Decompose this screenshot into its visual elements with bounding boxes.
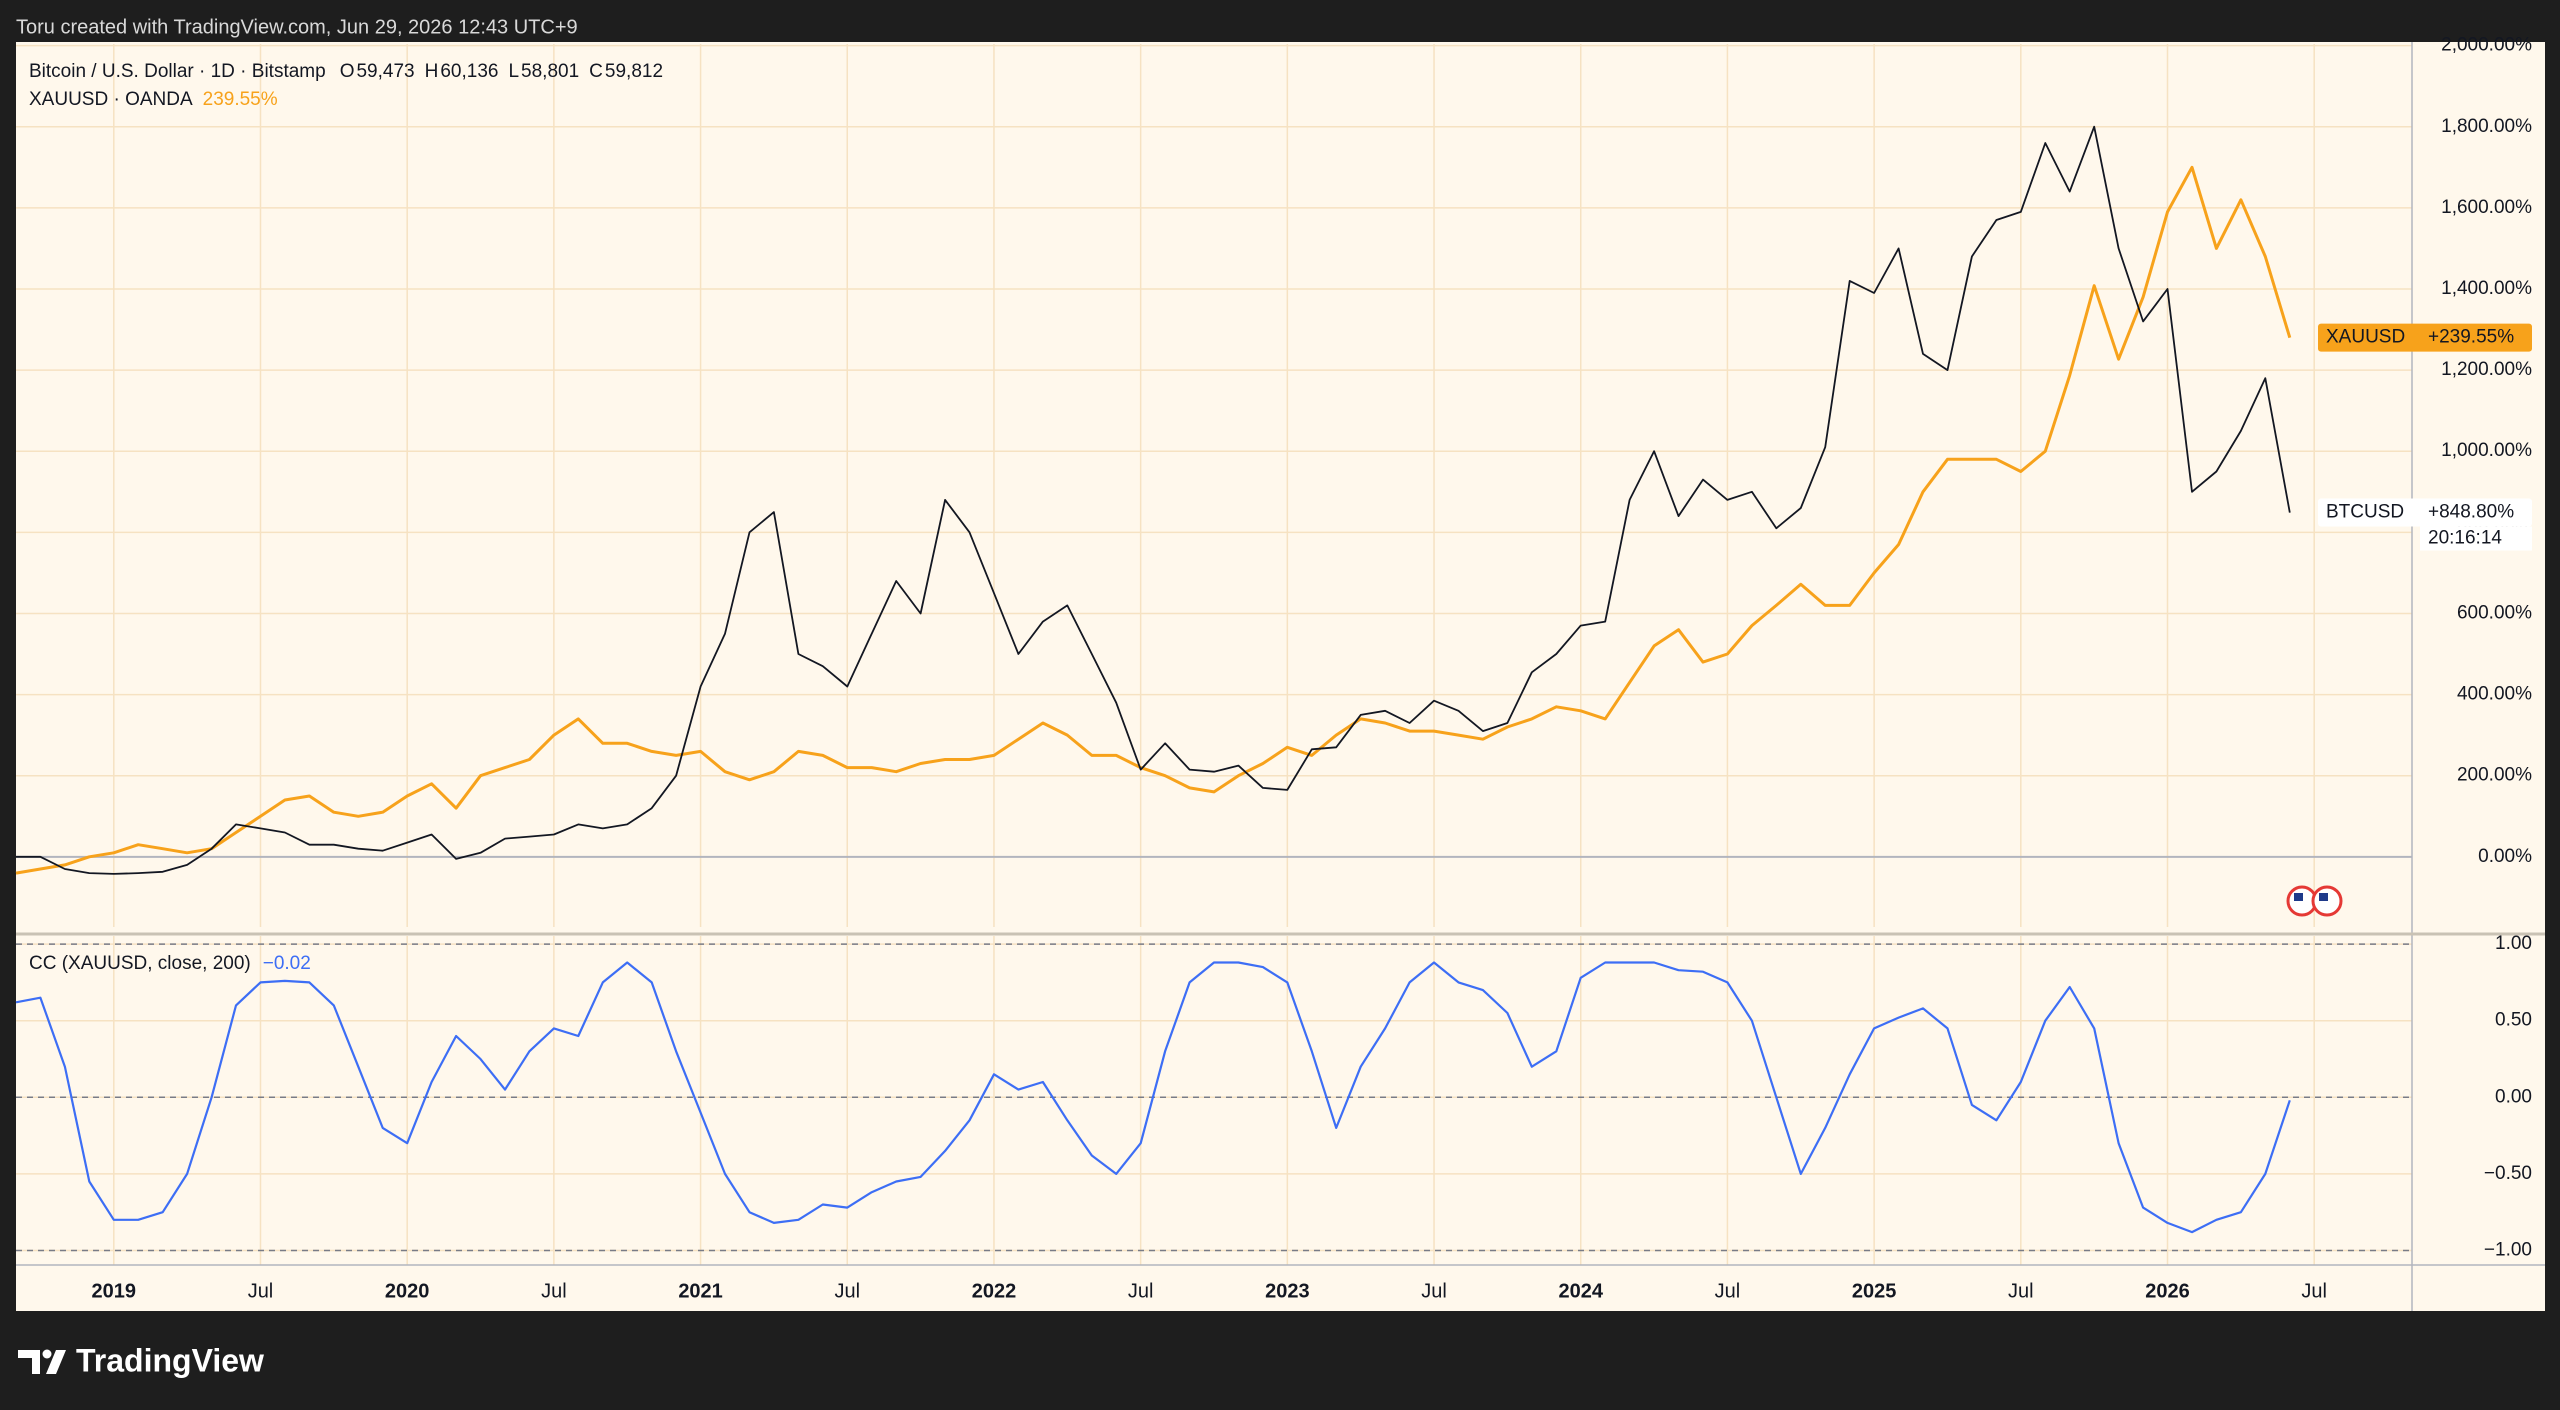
grid bbox=[16, 44, 2412, 1265]
x-tick-label: Jul bbox=[834, 1280, 860, 1302]
x-tick-label: Jul bbox=[248, 1280, 274, 1302]
overlay: 0.00%200.00%400.00%600.00%800.00%1,000.0… bbox=[29, 35, 2532, 1303]
y-tick-label: 0.00% bbox=[2478, 846, 2532, 867]
legend-title: Bitcoin / U.S. Dollar · 1D · Bitstamp bbox=[29, 61, 326, 82]
ohlc-key: L bbox=[508, 61, 519, 82]
flag-canton bbox=[2294, 893, 2303, 901]
series-tag bbox=[2318, 498, 2532, 527]
ohlc-value: 60,136 bbox=[440, 61, 498, 82]
y-tick-label: 0.00 bbox=[2495, 1086, 2532, 1107]
ohlc-key: C bbox=[589, 61, 603, 82]
series-tag-value: +848.80% bbox=[2428, 502, 2514, 523]
brand: TradingView bbox=[76, 1342, 264, 1378]
x-tick-label: 2021 bbox=[678, 1280, 723, 1302]
x-tick-label: 2023 bbox=[1265, 1280, 1310, 1302]
flag-canton bbox=[2319, 893, 2328, 901]
logo-mark bbox=[18, 1350, 40, 1374]
logo-mark bbox=[46, 1350, 66, 1374]
series-tag-name: BTCUSD bbox=[2326, 502, 2404, 523]
y-tick-label: 400.00% bbox=[2457, 684, 2532, 705]
line-series bbox=[16, 125, 2291, 875]
event-flags bbox=[2286, 885, 2343, 917]
pane-legend: Bitcoin / U.S. Dollar · 1D · Bitstamp O 59… bbox=[29, 61, 663, 82]
x-tick-label: Jul bbox=[2301, 1280, 2327, 1302]
pane-legend: CC (XAUUSD, close, 200) −0.02 bbox=[29, 953, 311, 974]
chart-area bbox=[16, 42, 2545, 1311]
brand-logo: TradingView bbox=[18, 1342, 264, 1378]
x-tick-label: 2019 bbox=[92, 1280, 137, 1302]
logo-mark bbox=[42, 1349, 52, 1359]
x-tick-label: 2026 bbox=[2145, 1280, 2190, 1302]
y-tick-label: 0.50 bbox=[2495, 1010, 2532, 1031]
x-tick-label: Jul bbox=[541, 1280, 567, 1302]
x-tick-label: Jul bbox=[1128, 1280, 1154, 1302]
ohlc-value: 59,812 bbox=[605, 61, 663, 82]
indicator-line bbox=[15, 961, 2291, 1234]
plot bbox=[15, 125, 2292, 1234]
y-tick-label: 1,000.00% bbox=[2441, 440, 2532, 461]
ohlc-value: 59,473 bbox=[356, 61, 414, 82]
x-tick-label: Jul bbox=[1715, 1280, 1741, 1302]
ohlc-value: 58,801 bbox=[521, 61, 579, 82]
legend-name: XAUUSD · OANDA bbox=[29, 89, 193, 110]
countdown-box bbox=[2420, 526, 2532, 551]
countdown: 20:16:14 bbox=[2428, 528, 2502, 549]
ohlc-key: H bbox=[425, 61, 439, 82]
x-tick-label: 2025 bbox=[1852, 1280, 1897, 1302]
ohlc-key: O bbox=[340, 61, 355, 82]
indicator-value: −0.02 bbox=[263, 953, 311, 974]
legend-value: 239.55% bbox=[203, 89, 278, 110]
y-tick-label: 1.00 bbox=[2495, 933, 2532, 954]
x-tick-label: 2022 bbox=[972, 1280, 1017, 1302]
series-tag-value: +239.55% bbox=[2428, 327, 2514, 348]
pane-legend: XAUUSD · OANDA 239.55% bbox=[29, 89, 278, 110]
x-tick-label: Jul bbox=[2008, 1280, 2034, 1302]
y-tick-label: 1,800.00% bbox=[2441, 116, 2532, 137]
y-tick-label: 200.00% bbox=[2457, 765, 2532, 786]
y-tick-label: 1,200.00% bbox=[2441, 359, 2532, 380]
legend-title: CC (XAUUSD, close, 200) bbox=[29, 953, 251, 974]
x-tick-label: Jul bbox=[1421, 1280, 1447, 1302]
series-tag-name: XAUUSD bbox=[2326, 327, 2405, 348]
y-tick-label: 1,600.00% bbox=[2441, 197, 2532, 218]
y-tick-label: −0.50 bbox=[2484, 1163, 2532, 1184]
x-tick-label: 2020 bbox=[385, 1280, 430, 1302]
series-tag bbox=[2318, 323, 2532, 352]
x-tick-label: 2024 bbox=[1558, 1280, 1603, 1302]
y-tick-label: 1,400.00% bbox=[2441, 278, 2532, 299]
line-series bbox=[15, 165, 2292, 875]
y-tick-label: −1.00 bbox=[2484, 1239, 2532, 1260]
attribution: Toru created with TradingView.com, Jun 2… bbox=[16, 16, 578, 38]
y-tick-label: 2,000.00% bbox=[2441, 35, 2532, 56]
y-tick-label: 600.00% bbox=[2457, 602, 2532, 623]
